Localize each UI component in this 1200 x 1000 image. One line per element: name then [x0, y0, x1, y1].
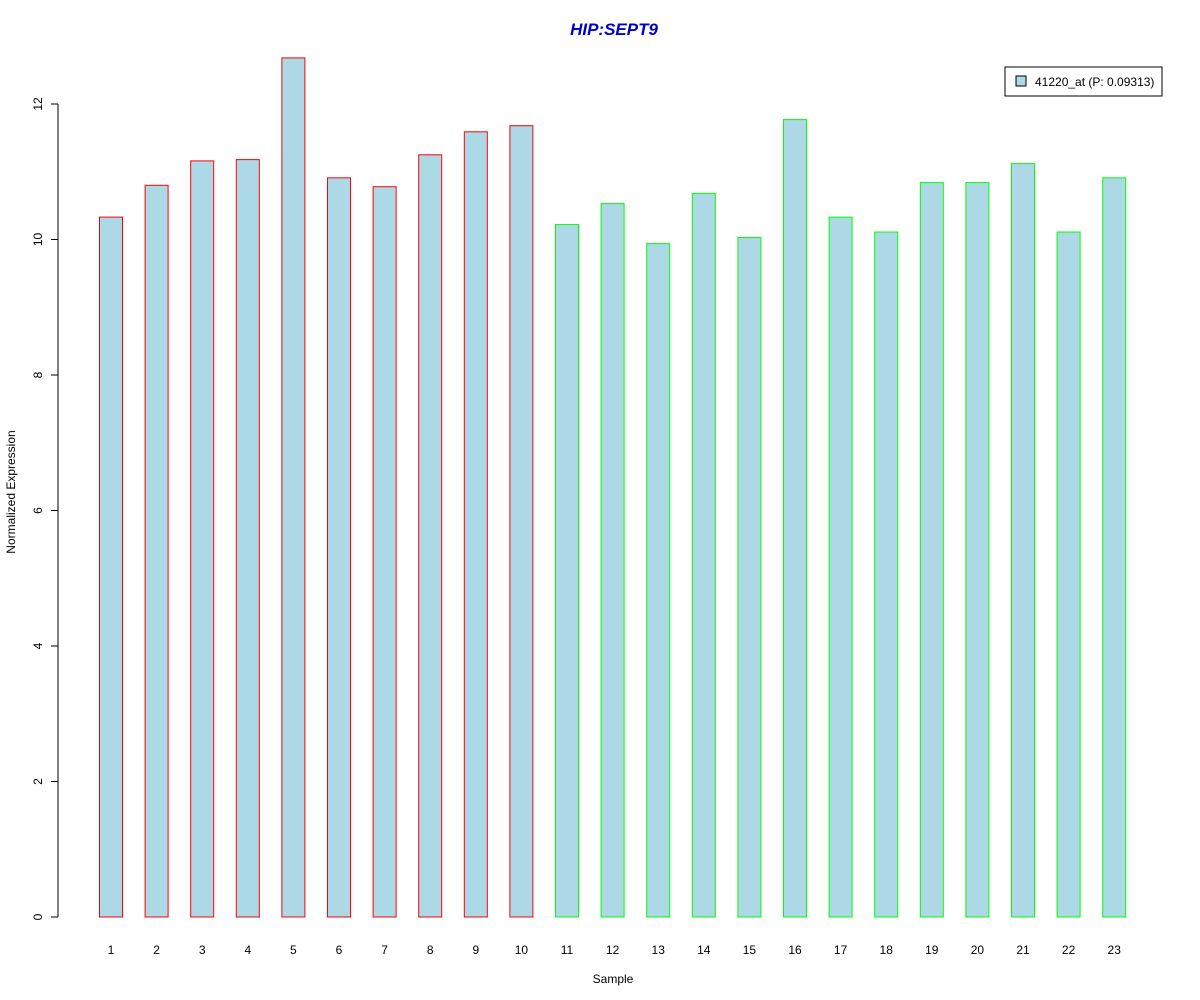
bar — [1011, 163, 1035, 918]
bar — [646, 243, 671, 918]
bar — [190, 160, 215, 918]
bar — [418, 154, 443, 918]
x-tick-label: 12 — [606, 943, 620, 957]
y-tick-label: 4 — [31, 642, 45, 649]
x-tick-label: 13 — [652, 943, 666, 957]
legend-swatch — [1015, 75, 1027, 87]
bar — [1056, 231, 1081, 918]
x-tick-label: 5 — [290, 943, 297, 957]
x-tick-label: 23 — [1108, 943, 1122, 957]
bar — [235, 159, 260, 918]
x-tick-label: 15 — [743, 943, 757, 957]
bar — [463, 131, 488, 918]
bar — [1102, 177, 1127, 918]
legend-label: 41220_at (P: 0.09313) — [1035, 75, 1154, 89]
bar — [919, 182, 944, 918]
bar — [555, 224, 579, 918]
y-tick-label: 6 — [31, 507, 45, 514]
y-axis-label: Normalized Expression — [4, 430, 18, 553]
y-axis: 0 2 4 6 8 10 12 — [31, 97, 59, 920]
legend-box — [1004, 66, 1163, 97]
y-tick-label: 0 — [31, 913, 45, 920]
chart-title: HIP:SEPT9 — [570, 20, 658, 39]
bar — [509, 125, 534, 918]
x-tick-label: 11 — [561, 943, 574, 957]
bar — [327, 177, 351, 918]
x-tick-label: 6 — [336, 943, 343, 957]
x-tick-label: 22 — [1062, 943, 1076, 957]
bar — [600, 203, 625, 918]
y-tick-label: 10 — [31, 233, 45, 247]
x-tick-label: 20 — [971, 943, 985, 957]
x-tick-label: 18 — [880, 943, 894, 957]
x-tick-label: 7 — [381, 943, 388, 957]
x-axis-tick-labels: 1 2 3 4 5 6 7 8 9 10 11 12 13 14 15 16 17 18 19 20 21 22 23 — [108, 943, 1122, 957]
x-tick-label: 9 — [472, 943, 479, 957]
y-tick-label: 12 — [31, 97, 45, 111]
bar — [691, 192, 716, 918]
x-tick-label: 1 — [108, 943, 115, 957]
bar — [828, 216, 853, 918]
bar-series — [99, 57, 1127, 918]
x-tick-label: 10 — [515, 943, 529, 957]
bar — [144, 184, 169, 918]
bar — [281, 57, 306, 918]
x-tick-label: 19 — [925, 943, 939, 957]
bar — [99, 216, 123, 918]
x-tick-label: 16 — [788, 943, 802, 957]
bar — [372, 186, 397, 918]
x-tick-label: 3 — [199, 943, 206, 957]
x-tick-label: 14 — [697, 943, 711, 957]
x-tick-label: 2 — [153, 943, 160, 957]
x-tick-label: 21 — [1016, 943, 1030, 957]
x-tick-label: 4 — [244, 943, 251, 957]
y-tick-label: 2 — [31, 778, 45, 785]
x-tick-label: 17 — [834, 943, 848, 957]
x-tick-label: 8 — [427, 943, 434, 957]
bar — [737, 237, 762, 918]
x-axis-label: Sample — [593, 972, 634, 986]
bar — [874, 231, 899, 918]
bar — [965, 182, 990, 918]
bar — [783, 119, 807, 918]
y-tick-label: 8 — [31, 371, 45, 378]
legend: 41220_at (P: 0.09313) — [1004, 66, 1163, 97]
